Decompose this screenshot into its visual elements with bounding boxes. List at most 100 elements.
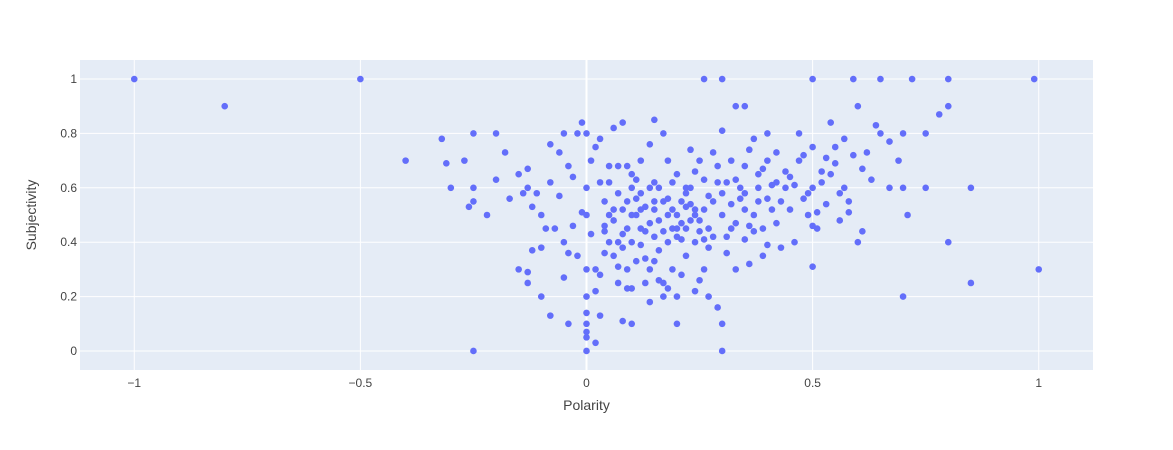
data-point[interactable] (723, 249, 730, 257)
data-point[interactable] (628, 285, 636, 292)
data-point[interactable] (583, 184, 590, 192)
data-point[interactable] (623, 266, 631, 273)
data-point[interactable] (673, 233, 681, 241)
data-point[interactable] (583, 266, 590, 273)
data-point[interactable] (592, 266, 599, 273)
data-point[interactable] (718, 320, 726, 328)
data-point[interactable] (755, 184, 762, 192)
data-point[interactable] (537, 244, 545, 251)
data-point[interactable] (519, 189, 527, 197)
data-point[interactable] (574, 130, 581, 137)
data-point[interactable] (723, 233, 730, 241)
data-point[interactable] (682, 225, 690, 232)
data-point[interactable] (610, 206, 617, 213)
data-point[interactable] (746, 222, 753, 230)
data-point[interactable] (673, 170, 681, 178)
data-point[interactable] (664, 238, 672, 246)
data-point[interactable] (655, 217, 663, 224)
data-point[interactable] (646, 140, 654, 148)
data-point[interactable] (755, 170, 762, 178)
data-point[interactable] (895, 157, 902, 164)
data-point[interactable] (967, 279, 975, 287)
data-point[interactable] (619, 119, 626, 126)
data-point[interactable] (537, 293, 545, 300)
data-point[interactable] (628, 238, 636, 246)
data-point[interactable] (470, 130, 477, 137)
data-point[interactable] (637, 241, 645, 249)
data-point[interactable] (700, 236, 708, 243)
data-point[interactable] (732, 266, 740, 273)
data-point[interactable] (614, 189, 622, 197)
data-point[interactable] (587, 157, 595, 164)
data-point[interactable] (619, 206, 626, 213)
data-point[interactable] (632, 257, 640, 265)
data-point[interactable] (632, 176, 640, 183)
data-point[interactable] (637, 189, 645, 197)
data-point[interactable] (556, 192, 563, 200)
data-point[interactable] (614, 263, 622, 270)
data-point[interactable] (524, 268, 532, 276)
data-point[interactable] (899, 130, 907, 137)
data-point[interactable] (646, 298, 654, 306)
data-point[interactable] (565, 249, 572, 257)
data-point[interactable] (877, 75, 884, 83)
data-point[interactable] (402, 157, 409, 164)
data-point[interactable] (877, 130, 884, 137)
data-point[interactable] (687, 200, 694, 208)
data-point[interactable] (605, 238, 613, 246)
data-point[interactable] (583, 334, 590, 341)
data-point[interactable] (764, 130, 771, 137)
data-point[interactable] (845, 198, 853, 205)
data-point[interactable] (528, 247, 536, 254)
data-point[interactable] (664, 285, 672, 292)
data-point[interactable] (610, 252, 617, 260)
data-point[interactable] (664, 157, 672, 164)
data-point[interactable] (560, 130, 568, 137)
data-point[interactable] (447, 184, 455, 192)
data-point[interactable] (723, 179, 730, 186)
data-point[interactable] (736, 195, 744, 202)
data-point[interactable] (709, 233, 717, 241)
data-point[interactable] (800, 195, 807, 202)
data-point[interactable] (944, 75, 952, 83)
data-point[interactable] (623, 198, 631, 205)
data-point[interactable] (691, 168, 699, 175)
data-point[interactable] (813, 208, 821, 216)
data-point[interactable] (886, 184, 893, 192)
data-point[interactable] (619, 244, 626, 251)
data-point[interactable] (741, 236, 749, 243)
data-point[interactable] (587, 230, 595, 238)
data-point[interactable] (750, 211, 758, 219)
data-point[interactable] (732, 102, 740, 110)
data-point[interactable] (872, 121, 880, 129)
data-point[interactable] (569, 173, 577, 181)
data-point[interactable] (583, 211, 590, 219)
data-point[interactable] (786, 206, 794, 213)
data-point[interactable] (696, 276, 703, 284)
data-point[interactable] (714, 162, 721, 170)
data-point[interactable] (714, 304, 721, 311)
data-point[interactable] (741, 189, 749, 197)
data-point[interactable] (967, 184, 975, 192)
data-point[interactable] (470, 184, 477, 192)
data-point[interactable] (669, 179, 676, 186)
data-point[interactable] (130, 75, 138, 83)
data-point[interactable] (705, 225, 712, 232)
data-point[interactable] (614, 162, 622, 170)
data-point[interactable] (605, 162, 613, 170)
data-point[interactable] (687, 217, 694, 224)
data-point[interactable] (809, 222, 816, 230)
data-point[interactable] (506, 195, 513, 202)
data-point[interactable] (628, 170, 636, 178)
data-point[interactable] (782, 184, 789, 192)
data-point[interactable] (565, 162, 572, 170)
data-point[interactable] (646, 219, 654, 227)
data-point[interactable] (673, 320, 681, 328)
data-point[interactable] (637, 206, 645, 213)
data-point[interactable] (583, 130, 590, 137)
data-point[interactable] (669, 266, 676, 273)
data-point[interactable] (641, 255, 649, 262)
data-point[interactable] (899, 184, 907, 192)
data-point[interactable] (691, 238, 699, 246)
data-point[interactable] (809, 263, 816, 270)
